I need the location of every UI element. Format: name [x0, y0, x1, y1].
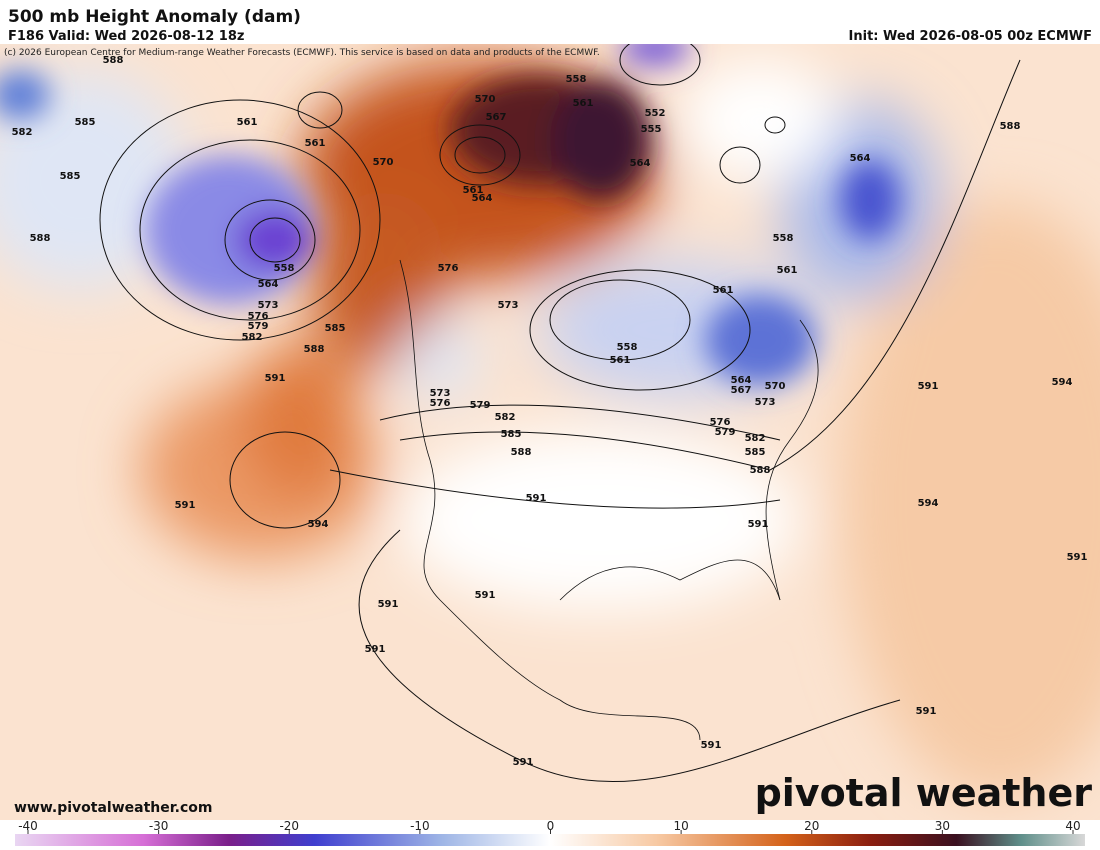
contour-label: 558	[773, 233, 794, 244]
contour-label: 594	[1052, 377, 1073, 388]
contour-label: 588	[1000, 121, 1021, 132]
contour-label: 588	[750, 465, 771, 476]
contour-label: 588	[304, 344, 325, 355]
contour-label: 591	[365, 644, 386, 655]
contour-label: 564	[472, 193, 493, 204]
contour-label: 558	[617, 342, 638, 353]
contour-label: 558	[274, 263, 295, 274]
contour-label: 564	[630, 158, 651, 169]
contour-label: 591	[526, 493, 547, 504]
contour-label: 576	[430, 398, 451, 409]
contour-label: 567	[486, 112, 507, 123]
contour-label: 576	[248, 311, 269, 322]
contour-label: 561	[237, 117, 258, 128]
contour-label: 582	[495, 412, 516, 423]
contour-label: 558	[566, 74, 587, 85]
contour-labels: 5885825855855885615615585645735765795825…	[12, 55, 1088, 768]
contour-label: 585	[501, 429, 522, 440]
contour-label: 582	[12, 127, 33, 138]
contour-label: 582	[242, 332, 263, 343]
contour-label: 561	[305, 138, 326, 149]
contour-label: 564	[731, 375, 752, 386]
contour-label: 567	[731, 385, 752, 396]
contour-label: 585	[60, 171, 81, 182]
contour-label: 591	[918, 381, 939, 392]
contour-label: 573	[430, 388, 451, 399]
colorbar-tick-label: 40	[1065, 819, 1080, 833]
colorbar-tick-label: 10	[673, 819, 688, 833]
contour-label: 588	[30, 233, 51, 244]
colorbar-tick-label: 20	[804, 819, 819, 833]
contour-label: 561	[463, 185, 484, 196]
logo: pivotal weather	[755, 771, 1093, 815]
contour-label: 582	[745, 433, 766, 444]
contour-label: 573	[258, 300, 279, 311]
contour-label: 591	[378, 599, 399, 610]
colorbar-tick-label: 30	[935, 819, 950, 833]
contour-label: 594	[918, 498, 939, 509]
contour-label: 564	[850, 153, 871, 164]
contour-label: 579	[248, 321, 269, 332]
colorbar-tick-label: -40	[18, 819, 38, 833]
contour-label: 570	[765, 381, 786, 392]
init-time: Init: Wed 2026-08-05 00z ECMWF	[849, 29, 1092, 44]
contour-label: 570	[373, 157, 394, 168]
contour-label: 591	[1067, 552, 1088, 563]
contour-label: 588	[103, 55, 124, 66]
contour-label: 585	[745, 447, 766, 458]
contour-label: 591	[513, 757, 534, 768]
contour-label: 594	[308, 519, 329, 530]
contour-label: 564	[258, 279, 279, 290]
contour-label: 579	[715, 427, 736, 438]
contour-label: 579	[470, 400, 491, 411]
contour-label: 591	[265, 373, 286, 384]
contour-label: 561	[610, 355, 631, 366]
contour-label: 570	[475, 94, 496, 105]
contour-label: 588	[511, 447, 532, 458]
contour-label: 561	[573, 98, 594, 109]
colorbar-ticks: -40 -30 -20 -10 0 10 20 30 40	[18, 819, 1081, 834]
contour-label: 576	[710, 417, 731, 428]
contour-label: 591	[748, 519, 769, 530]
contour-label: 573	[755, 397, 776, 408]
contour-label: 591	[701, 740, 722, 751]
colorbar-tick-label: -30	[149, 819, 169, 833]
title: 500 mb Height Anomaly (dam)	[8, 7, 301, 27]
colorbar-tick-label: 0	[547, 819, 555, 833]
contour-label: 552	[645, 108, 666, 119]
valid-time: F186 Valid: Wed 2026-08-12 18z	[8, 29, 244, 44]
contour-label: 561	[777, 265, 798, 276]
contour-label: 591	[916, 706, 937, 717]
contour-label: 555	[641, 124, 662, 135]
website: www.pivotalweather.com	[14, 800, 213, 816]
contour-label: 585	[325, 323, 346, 334]
contour-label: 591	[175, 500, 196, 511]
map	[0, 44, 1100, 820]
contour-label: 573	[498, 300, 519, 311]
colorbar-tick-label: -20	[279, 819, 299, 833]
colorbar-tick-label: -10	[410, 819, 430, 833]
colorbar	[15, 834, 1085, 846]
credit: (c) 2026 European Centre for Medium-rang…	[4, 48, 600, 58]
contour-label: 591	[475, 590, 496, 601]
contour-label: 585	[75, 117, 96, 128]
contour-label: 576	[438, 263, 459, 274]
contour-label: 561	[713, 285, 734, 296]
